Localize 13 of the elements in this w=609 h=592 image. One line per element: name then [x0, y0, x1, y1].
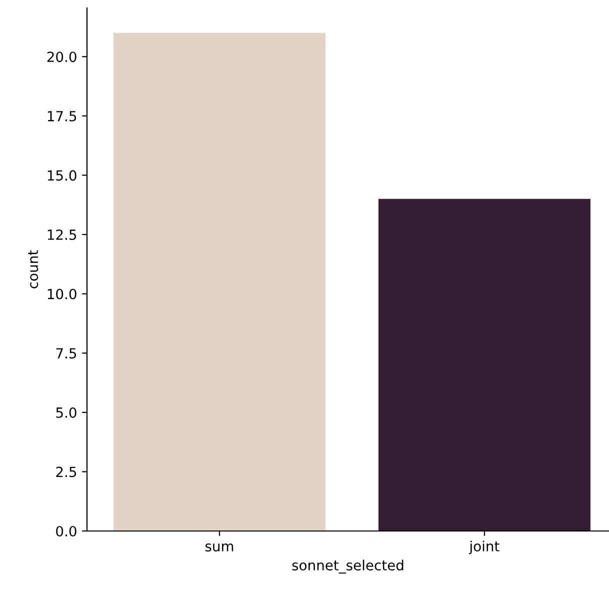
y-axis-title: count: [28, 250, 38, 288]
y-tick-label: 10.0: [48, 288, 76, 300]
y-tick-label: 20.0: [47, 52, 76, 62]
y-tick-label: 5.0: [56, 407, 76, 418]
y-tick-label: 2.5: [56, 466, 76, 478]
x-axis-title: sonnet_selected: [292, 560, 404, 574]
y-tick-label: 7.5: [56, 348, 76, 359]
y-tick-label: 0.0: [56, 526, 76, 536]
x-tick-label: sum: [205, 544, 234, 552]
y-tick-label: 12.5: [48, 229, 76, 240]
x-tick-label: joint: [468, 540, 500, 554]
y-tick-label: 15.0: [48, 170, 76, 181]
y-tick-label: 17.5: [48, 111, 76, 122]
